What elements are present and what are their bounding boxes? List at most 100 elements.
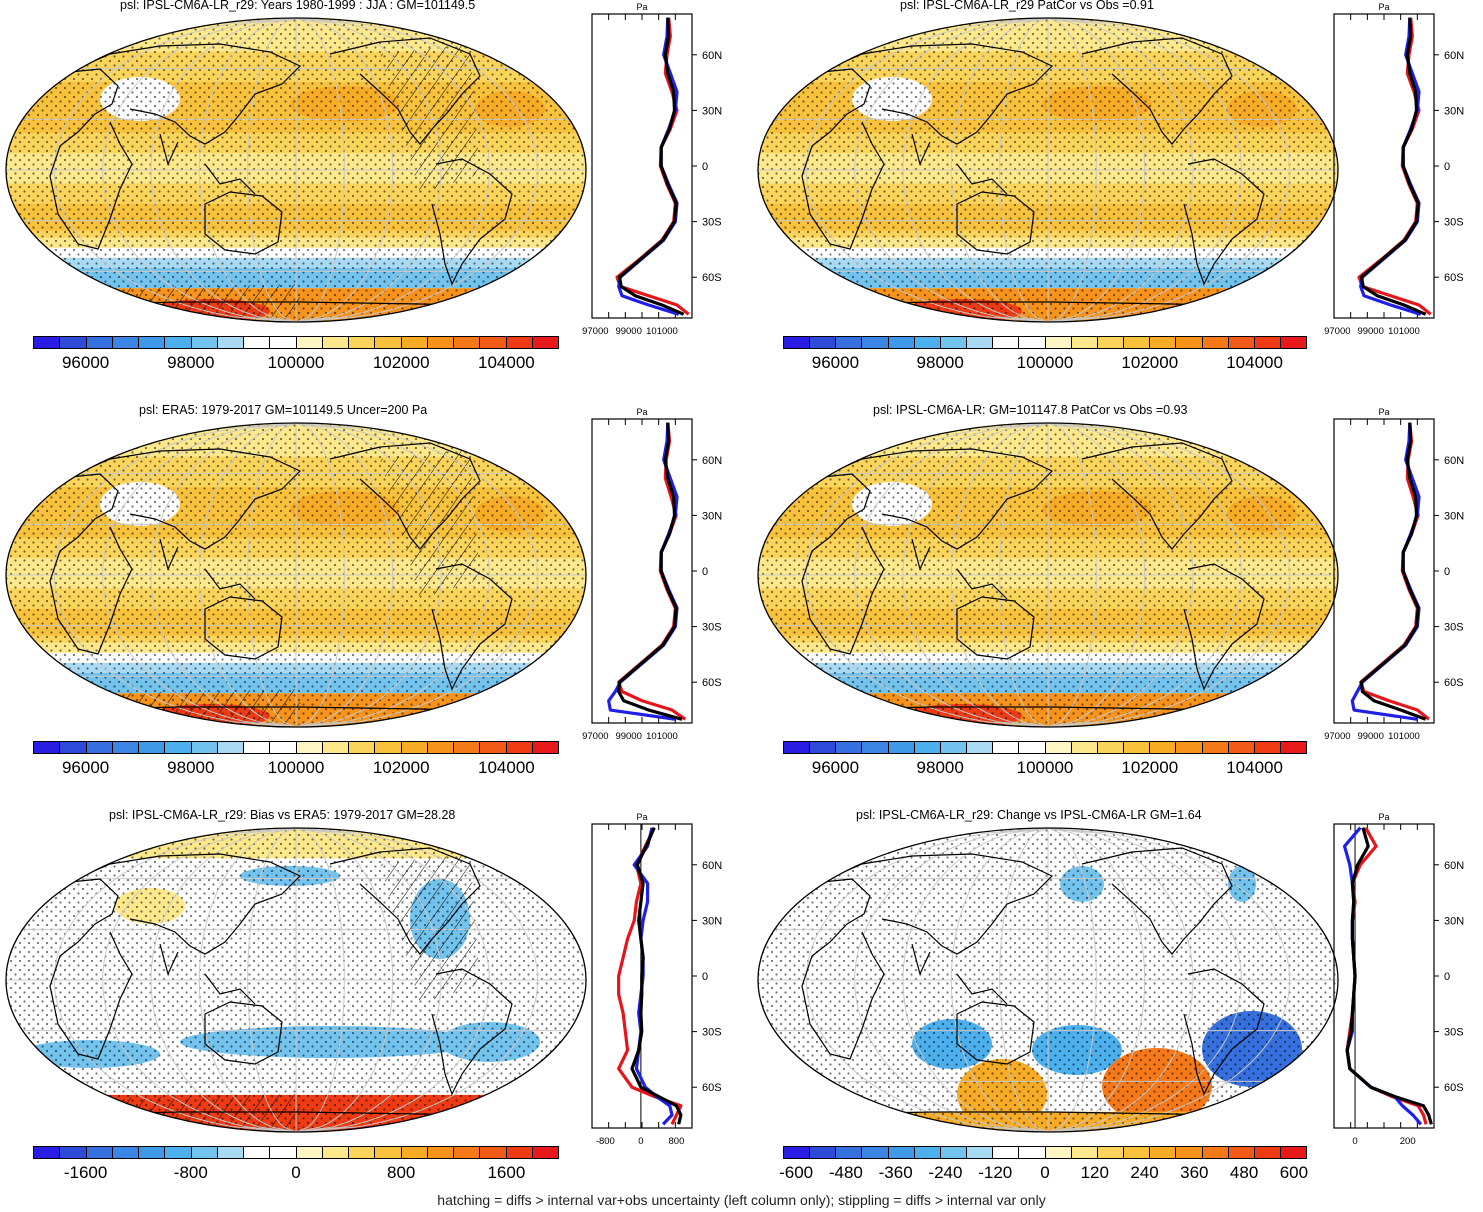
coastline [956, 596, 1035, 660]
colorbar-tick-label: 100000 [267, 758, 325, 777]
colorbar-swatch [375, 742, 402, 753]
colorbar-swatch [244, 337, 271, 348]
colorbar-swatch [784, 1147, 811, 1158]
colorbar-swatch [86, 1147, 113, 1158]
coastline [204, 1001, 283, 1065]
colorbar-swatch [401, 337, 428, 348]
profile-y-tick-label: 0 [702, 566, 708, 578]
colorbar-swatch [967, 742, 994, 753]
profile-y-tick-label: 60N [1444, 455, 1464, 467]
colorbar-tick-label: 102000 [372, 758, 430, 777]
profile-x-tick-label: 0 [1352, 1136, 1357, 1147]
colorbar-swatch [1150, 1147, 1177, 1158]
profile-y-tick-label: 60N [1444, 50, 1464, 62]
profile-unit-label: Pa [1378, 2, 1389, 12]
profile-frame [591, 13, 693, 319]
colorbar-swatch [940, 1147, 968, 1158]
colorbar-swatch [322, 337, 349, 348]
map-field [758, 18, 1338, 322]
colorbar-tick-label: 800 [387, 1163, 416, 1182]
colorbar-swatch [296, 1147, 323, 1158]
colorbar-tick-label: 1600 [487, 1163, 526, 1182]
colorbar-tick-label: 98000 [167, 758, 215, 777]
profile-x-tick-label: 0 [638, 1136, 643, 1147]
profile-y-tick-label: 30S [1444, 1027, 1464, 1039]
colorbar-tick-label: 0 [1040, 1163, 1050, 1182]
profile-line-ref [617, 422, 683, 721]
colorbar-tick-label: 120 [1080, 1163, 1109, 1182]
coastline [204, 191, 283, 255]
colorbar-swatch [454, 742, 481, 753]
colorbar-swatch [914, 742, 941, 753]
colorbar-swatch [296, 742, 323, 753]
profile-line-model [1345, 826, 1428, 1125]
profile-y-tick-label: 0 [702, 161, 708, 173]
colorbar-swatch [1097, 1147, 1125, 1158]
colorbar-tick-label: 100000 [1016, 353, 1074, 372]
coastline [329, 37, 481, 145]
colorbar-tick-label: 104000 [478, 758, 535, 777]
colorbar-swatch [191, 337, 218, 348]
colorbar-swatch [296, 337, 323, 348]
profile-line-ref [1359, 17, 1427, 316]
colorbar-swatch [165, 1147, 192, 1158]
colorbar-labels: 96000 98000 100000 102000 104000 [33, 754, 559, 777]
profile-unit-label: Pa [1378, 407, 1389, 417]
coastline [1081, 847, 1233, 955]
coastline [1183, 158, 1265, 286]
coastline [956, 191, 1035, 255]
profile-y-tick-label: 0 [1444, 161, 1450, 173]
colorbar-swatch [349, 1147, 376, 1158]
colorbar-swatch [1019, 742, 1046, 753]
profile-y-tick-label: 60S [1444, 1082, 1464, 1094]
panel-3-title: psl: ERA5: 1979-2017 GM=101149.5 Uncer=2… [139, 403, 428, 417]
colorbar-swatch [270, 742, 297, 753]
profile-line-model [617, 827, 683, 1125]
colorbar-labels: -1600 -800 0 800 1600 [33, 1159, 559, 1182]
colorbar-swatch [60, 742, 87, 753]
profile-x-tick-label: 800 [669, 1136, 685, 1147]
colorbar-swatch [1071, 337, 1098, 348]
coastline [1183, 968, 1265, 1096]
colorbar-tick-label: -120 [978, 1163, 1013, 1182]
colorbar-swatch [1176, 337, 1203, 348]
map-field [6, 828, 586, 1132]
map-field [6, 18, 586, 322]
colorbar-swatch [888, 1147, 915, 1158]
colorbar-swatch [322, 742, 349, 753]
colorbar-swatch [1280, 742, 1307, 753]
profile-y-tick-label: 60S [702, 1082, 722, 1094]
colorbar-tick-label: -360 [878, 1163, 913, 1182]
profile-line-ref [1345, 827, 1433, 1125]
map-field [758, 423, 1338, 727]
colorbar-labels: 96000 98000 100000 102000 104000 [33, 349, 559, 372]
colorbar-swatch [34, 337, 61, 348]
colorbar-tick-label: 98000 [167, 353, 215, 372]
colorbar-swatch [532, 1147, 558, 1158]
map-outline [757, 422, 1339, 728]
map-panel-5 [5, 827, 587, 1133]
coastline [159, 943, 256, 1005]
colorbar-swatch [244, 742, 271, 753]
colorbar-labels: 96000 98000 100000 102000 104000 [783, 349, 1307, 372]
colorbar-swatch [454, 1147, 481, 1158]
profile-y-tick-label: 30N [702, 915, 722, 927]
colorbar-swatch [940, 337, 968, 348]
map-outline [5, 827, 587, 1133]
colorbar-swatch [862, 742, 889, 753]
profile-x-tick-label: 97000 [582, 731, 608, 742]
colorbar-panel-1: 96000 98000 100000 102000 104000 [33, 336, 559, 372]
map-panel-6 [757, 827, 1339, 1133]
colorbar-swatch [1228, 337, 1255, 348]
panel-6-title: psl: IPSL-CM6A-LR_r29: Change vs IPSL-CM… [856, 808, 1202, 822]
profile-y-tick-label: 30N [702, 105, 722, 117]
profile-y-tick-label: 30S [702, 1027, 722, 1039]
colorbar-swatch [506, 1147, 533, 1158]
colorbar-swatch [322, 1147, 349, 1158]
profile-y-tick-label: 60N [702, 50, 722, 62]
colorbar-tick-label: 104000 [1226, 758, 1283, 777]
colorbar-tick-label: 102000 [372, 353, 430, 372]
profile-y-tick-label: 0 [1444, 971, 1450, 983]
coastline [431, 563, 513, 691]
profile-x-tick-label: 99000 [615, 731, 641, 742]
